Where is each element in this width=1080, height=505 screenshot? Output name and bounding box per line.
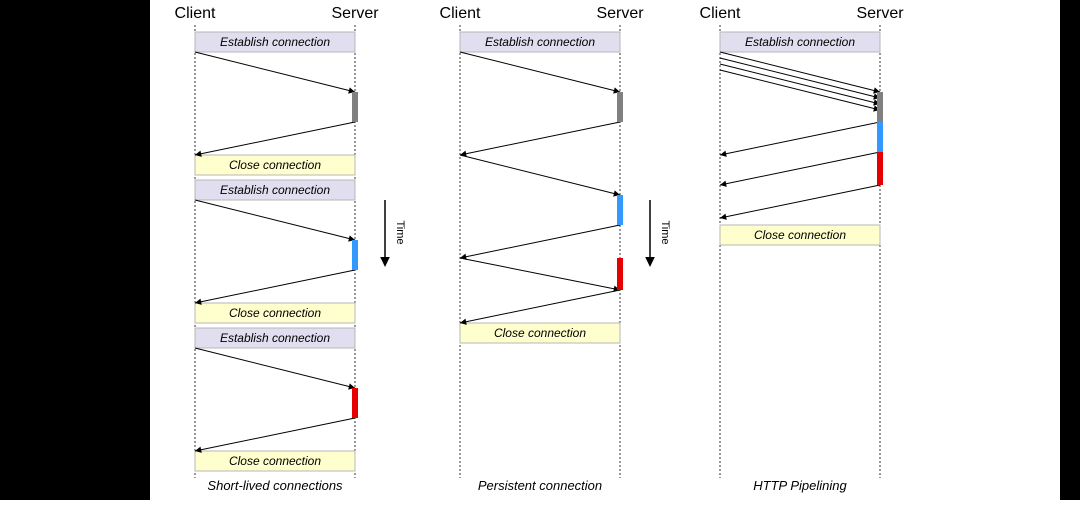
- server-activation-bar: [877, 122, 883, 152]
- server-header: Server: [856, 5, 904, 22]
- time-axis-head: [645, 257, 655, 267]
- request-arrow: [720, 64, 880, 104]
- close-band-label: Close connection: [229, 454, 321, 468]
- establish-band-label: Establish connection: [220, 35, 330, 49]
- response-arrow: [460, 225, 620, 258]
- letterbox-left: [0, 0, 150, 500]
- response-arrow: [195, 418, 355, 451]
- close-band-label: Close connection: [754, 228, 846, 242]
- server-header: Server: [596, 5, 644, 22]
- establish-band-label: Establish connection: [220, 331, 330, 345]
- request-arrow: [460, 52, 620, 92]
- server-header: Server: [331, 5, 379, 22]
- time-label: Time: [394, 220, 406, 244]
- letterbox-right: [1060, 0, 1080, 500]
- response-arrow: [195, 122, 355, 155]
- establish-band-label: Establish connection: [220, 183, 330, 197]
- request-arrow: [460, 258, 620, 290]
- server-activation-bar: [877, 92, 883, 122]
- time-axis-head: [380, 257, 390, 267]
- server-activation-bar: [352, 240, 358, 270]
- server-activation-bar: [877, 152, 883, 185]
- request-arrow: [720, 70, 880, 110]
- response-arrow: [720, 185, 880, 218]
- client-header: Client: [440, 5, 481, 22]
- diagram-svg: ClientServerEstablish connectionClose co…: [0, 0, 1080, 500]
- time-label: Time: [659, 220, 671, 244]
- panel-caption: HTTP Pipelining: [753, 478, 847, 493]
- establish-band-label: Establish connection: [745, 35, 855, 49]
- response-arrow-head: [720, 181, 727, 187]
- server-activation-bar: [617, 92, 623, 122]
- response-arrow: [460, 290, 620, 323]
- server-activation-bar: [617, 195, 623, 225]
- request-arrow: [195, 52, 355, 92]
- close-band-label: Close connection: [229, 158, 321, 172]
- response-arrow: [720, 152, 880, 185]
- server-activation-bar: [352, 92, 358, 122]
- client-header: Client: [700, 5, 741, 22]
- request-arrow: [195, 200, 355, 240]
- client-header: Client: [175, 5, 216, 22]
- response-arrow: [195, 270, 355, 303]
- request-arrow: [720, 58, 880, 98]
- response-arrow: [460, 122, 620, 155]
- response-arrow: [720, 122, 880, 155]
- establish-band-label: Establish connection: [485, 35, 595, 49]
- server-activation-bar: [617, 258, 623, 290]
- close-band-label: Close connection: [229, 306, 321, 320]
- server-activation-bar: [352, 388, 358, 418]
- request-arrow: [720, 52, 880, 92]
- diagram-stage: ClientServerEstablish connectionClose co…: [0, 0, 1080, 500]
- request-arrow: [195, 348, 355, 388]
- panel-caption: Short-lived connections: [207, 478, 343, 493]
- close-band-label: Close connection: [494, 326, 586, 340]
- response-arrow-head: [720, 151, 727, 157]
- panel-caption: Persistent connection: [478, 478, 602, 493]
- response-arrow-head: [720, 214, 727, 220]
- request-arrow: [460, 155, 620, 195]
